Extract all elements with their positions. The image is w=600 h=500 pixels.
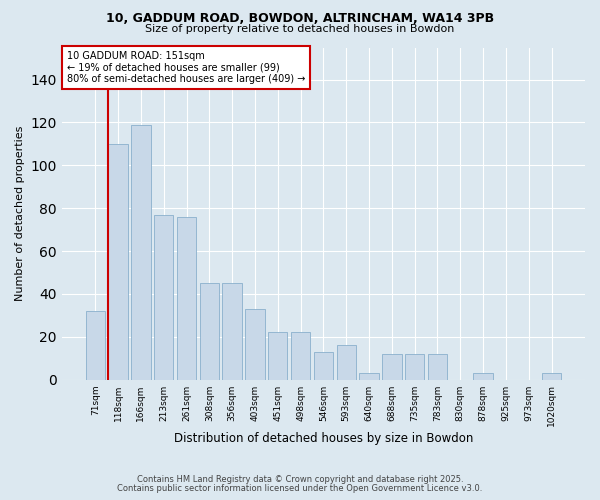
Text: Size of property relative to detached houses in Bowdon: Size of property relative to detached ho… (145, 24, 455, 34)
Bar (291, 332, 310, 380)
Bar (314, 352, 333, 380)
Bar (359, 373, 379, 380)
Bar (473, 373, 493, 380)
Text: 10, GADDUM ROAD, BOWDON, ALTRINCHAM, WA14 3PB: 10, GADDUM ROAD, BOWDON, ALTRINCHAM, WA1… (106, 12, 494, 26)
Bar (428, 354, 447, 380)
Bar (223, 283, 242, 380)
Bar (382, 354, 401, 380)
Bar (131, 124, 151, 380)
Text: Contains public sector information licensed under the Open Government Licence v3: Contains public sector information licen… (118, 484, 482, 493)
Bar (405, 354, 424, 380)
Bar (245, 309, 265, 380)
Bar (542, 373, 561, 380)
Bar (268, 332, 287, 380)
Bar (200, 283, 219, 380)
Text: 10 GADDUM ROAD: 151sqm
← 19% of detached houses are smaller (99)
80% of semi-det: 10 GADDUM ROAD: 151sqm ← 19% of detached… (67, 51, 305, 84)
Bar (177, 217, 196, 380)
Text: Contains HM Land Registry data © Crown copyright and database right 2025.: Contains HM Land Registry data © Crown c… (137, 475, 463, 484)
Bar (154, 214, 173, 380)
X-axis label: Distribution of detached houses by size in Bowdon: Distribution of detached houses by size … (174, 432, 473, 445)
Y-axis label: Number of detached properties: Number of detached properties (15, 126, 25, 301)
Bar (337, 346, 356, 380)
Bar (109, 144, 128, 380)
Bar (86, 311, 105, 380)
